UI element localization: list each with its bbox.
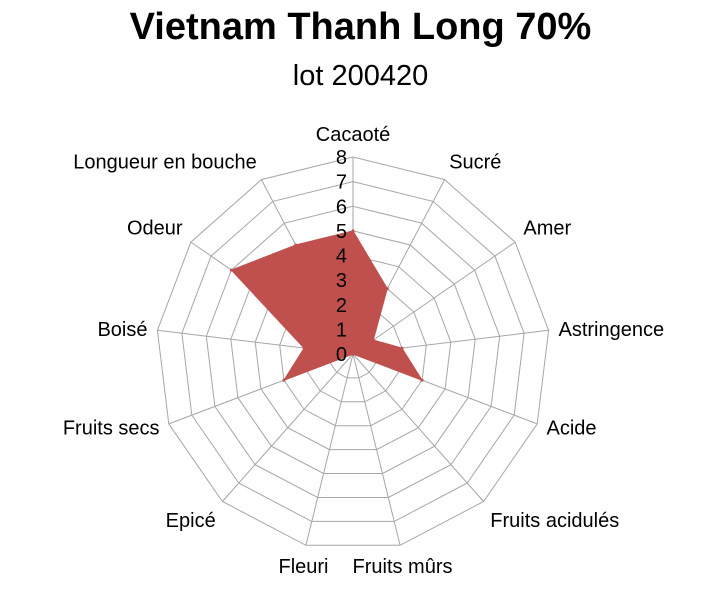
tick-label: 2 <box>336 295 347 317</box>
data-point <box>229 268 233 272</box>
category-label: Epicé <box>166 510 216 532</box>
chart-title: Vietnam Thanh Long 70% <box>129 6 592 48</box>
grid-ring-5 <box>230 230 476 474</box>
spoke <box>352 241 516 355</box>
spoke <box>305 353 354 546</box>
grid-ring-6 <box>205 205 501 498</box>
tick-label: 8 <box>336 147 347 169</box>
data-point <box>371 338 375 342</box>
data-point <box>351 352 355 356</box>
category-label: Fruits secs <box>63 417 160 439</box>
radar-series <box>229 229 424 382</box>
tick-label: 4 <box>336 246 347 268</box>
data-point <box>351 229 355 233</box>
tick-label: 1 <box>336 319 347 341</box>
grid-ring-8 <box>156 156 550 546</box>
category-label: Astringence <box>559 319 665 341</box>
tick-label: 3 <box>336 270 347 292</box>
tick-label: 0 <box>336 344 347 366</box>
series-area <box>230 230 424 382</box>
chart-subtitle: lot 200420 <box>292 60 429 92</box>
tick-label: 5 <box>336 221 347 243</box>
data-point <box>385 287 389 291</box>
category-label: Longueur en bouche <box>73 152 257 174</box>
grid-ring-7 <box>181 181 525 522</box>
radar-grid <box>156 156 550 546</box>
category-label: Fleuri <box>278 556 328 578</box>
radial-tick-labels: 0 12 34 5 67 8 <box>336 147 347 366</box>
category-labels: Cacaoté Sucré Amer Astringence Acide Fruits a… <box>63 124 664 578</box>
data-point <box>420 378 424 382</box>
spoke <box>352 353 401 546</box>
category-label: Amer <box>523 217 571 239</box>
data-point <box>400 346 404 350</box>
tick-label: 7 <box>336 172 347 194</box>
spoke <box>352 353 484 502</box>
category-label: Boisé <box>97 319 147 341</box>
category-label: Fruits mûrs <box>353 556 453 578</box>
data-point <box>302 346 306 350</box>
tick-label: 6 <box>336 196 347 218</box>
category-label: Fruits acidulés <box>490 510 619 532</box>
data-point <box>282 378 286 382</box>
category-label: Sucré <box>449 152 501 174</box>
data-point <box>294 243 298 247</box>
spoke <box>222 353 354 502</box>
category-label: Acide <box>547 417 597 439</box>
category-label: Cacaoté <box>316 124 391 146</box>
category-label: Odeur <box>127 217 183 239</box>
